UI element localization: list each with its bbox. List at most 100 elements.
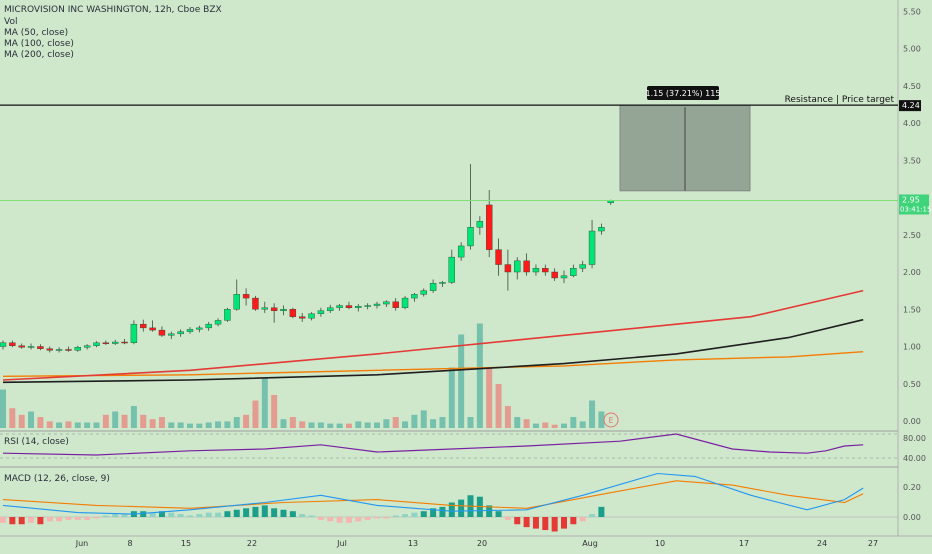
volume-bar bbox=[392, 417, 399, 428]
symbol-title[interactable]: MICROVISION INC WASHINGTON, 12h, Cboe BZ… bbox=[4, 5, 222, 15]
volume-bar bbox=[28, 411, 35, 428]
candle-body bbox=[280, 309, 287, 311]
macd-histogram-bar bbox=[280, 509, 287, 517]
macd-histogram-bar bbox=[205, 512, 212, 517]
macd-histogram-bar bbox=[317, 517, 324, 520]
macd-histogram-bar bbox=[224, 511, 231, 517]
candle-body bbox=[560, 275, 568, 279]
ma100-line bbox=[2, 318, 864, 384]
measure-tool[interactable]: 1.15 (37.21%) 115 bbox=[619, 86, 751, 192]
candle-body bbox=[74, 347, 82, 351]
candle-body bbox=[168, 333, 175, 336]
candle-body bbox=[308, 313, 315, 319]
resistance-price-tag bbox=[899, 100, 921, 112]
ma100-label[interactable]: MA (100, close) bbox=[4, 39, 74, 49]
price-tick-label: 3.50 bbox=[903, 156, 921, 165]
macd-histogram-bar bbox=[514, 517, 521, 525]
macd-histogram-bar bbox=[9, 517, 16, 525]
candlesticks bbox=[0, 163, 614, 353]
macd-histogram-bar bbox=[56, 517, 63, 522]
candle-body bbox=[429, 282, 437, 291]
macd-histogram-bar bbox=[551, 517, 558, 532]
macd-histogram-bar bbox=[196, 514, 203, 517]
candle-body bbox=[242, 294, 250, 299]
rsi-label[interactable]: RSI (14, close) bbox=[4, 437, 69, 447]
time-tick-label: 24 bbox=[817, 539, 827, 548]
time-tick-label: Jun bbox=[75, 539, 89, 548]
price-tick-label: 5.00 bbox=[903, 45, 921, 54]
candle-body bbox=[355, 306, 362, 308]
macd-signal-line bbox=[2, 480, 864, 509]
candle-body bbox=[27, 346, 35, 348]
volume-bar bbox=[102, 414, 109, 428]
time-axis[interactable]: Jun 8 15 22 Jul 13 20 Aug 10 17 24 27 bbox=[75, 539, 878, 548]
volume-bar bbox=[289, 417, 296, 428]
macd-histogram-bar bbox=[589, 514, 596, 517]
candle-body bbox=[224, 309, 231, 321]
candle-body bbox=[9, 342, 16, 346]
ma50-label[interactable]: MA (50, close) bbox=[4, 28, 68, 38]
volume-bar bbox=[374, 422, 380, 428]
rsi-tick-40: 40.00 bbox=[903, 454, 926, 463]
volume-bar bbox=[112, 411, 119, 428]
macd-histogram-bar bbox=[486, 505, 493, 517]
time-tick-label: 17 bbox=[739, 539, 749, 548]
macd-histogram-bar bbox=[168, 512, 175, 517]
macd-histogram-bar bbox=[177, 514, 184, 517]
candle-body bbox=[83, 345, 91, 348]
macd-histogram-bar bbox=[495, 511, 502, 517]
macd-histogram-bar bbox=[46, 517, 53, 522]
price-tick-label: 0.00 bbox=[903, 417, 921, 426]
macd-histogram-bar bbox=[383, 517, 390, 519]
volume-bar bbox=[299, 421, 306, 428]
candle-body bbox=[65, 349, 72, 351]
candle-body bbox=[289, 309, 297, 317]
macd-line bbox=[2, 472, 864, 515]
volume-bar bbox=[532, 423, 539, 428]
volume-bar bbox=[158, 417, 165, 428]
rsi-pane bbox=[0, 433, 898, 459]
candle-body bbox=[542, 268, 549, 273]
candle-body bbox=[364, 305, 371, 307]
candle-body bbox=[383, 301, 390, 305]
macd-histogram-bar bbox=[93, 517, 100, 519]
candle-body bbox=[261, 307, 268, 310]
macd-histogram-bar bbox=[233, 509, 240, 517]
volume-bar bbox=[486, 367, 493, 428]
macd-label[interactable]: MACD (12, 26, close, 9) bbox=[4, 474, 110, 484]
rsi-line bbox=[2, 433, 864, 456]
candle-body bbox=[130, 323, 138, 343]
candle-body bbox=[0, 342, 7, 347]
macd-histogram-bar bbox=[299, 514, 306, 517]
volume-bar bbox=[93, 422, 100, 428]
candle-body bbox=[205, 323, 212, 329]
volume-bar bbox=[243, 414, 250, 428]
volume-bar bbox=[196, 423, 203, 428]
candle-body bbox=[158, 329, 166, 336]
macd-histogram-bar bbox=[84, 517, 91, 520]
candle-body bbox=[523, 260, 530, 273]
macd-histogram-bar bbox=[102, 515, 109, 517]
macd-histogram-bar bbox=[149, 512, 156, 517]
volume-bar bbox=[149, 419, 156, 428]
volume-bar bbox=[308, 422, 315, 428]
volume-bar bbox=[56, 422, 63, 428]
vol-label[interactable]: Vol bbox=[4, 17, 17, 27]
macd-histogram-bar bbox=[542, 517, 549, 531]
earnings-marker[interactable] bbox=[603, 412, 619, 428]
macd-histogram-bar bbox=[215, 512, 222, 517]
candle-body bbox=[177, 331, 184, 335]
macd-histogram-bar bbox=[579, 517, 586, 522]
ma200-label[interactable]: MA (200, close) bbox=[4, 50, 74, 60]
volume-bars bbox=[0, 323, 605, 428]
macd-histogram-bar bbox=[28, 517, 35, 523]
volume-bar bbox=[430, 419, 437, 428]
macd-histogram-bar bbox=[187, 515, 193, 517]
macd-histogram-bar bbox=[327, 517, 334, 522]
volume-bar bbox=[551, 424, 558, 428]
candle-body bbox=[448, 256, 455, 283]
candle-body bbox=[495, 249, 502, 265]
candle-body bbox=[299, 316, 306, 319]
